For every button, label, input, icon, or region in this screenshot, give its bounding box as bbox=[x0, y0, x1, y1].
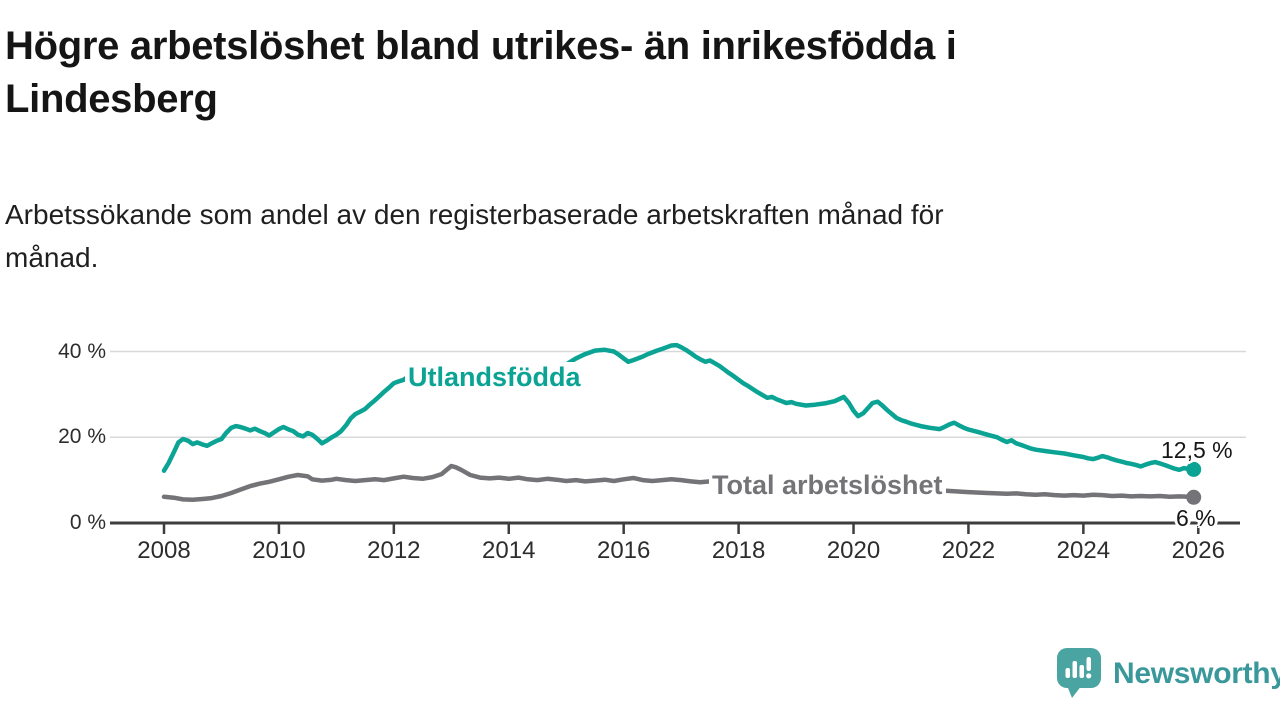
x-tick-label: 2026 bbox=[1171, 537, 1225, 564]
y-tick-label: 0 % bbox=[69, 511, 106, 534]
speech-bubble-bar-chart-icon bbox=[1057, 648, 1101, 698]
series-label-total-arbetsloshet: Total arbetslöshet bbox=[709, 470, 946, 501]
chart-subtitle-line1: Arbetssökande som andel av den registerb… bbox=[5, 199, 944, 230]
y-tick-label: 20 % bbox=[58, 425, 106, 449]
newsworthy-logo: Newsworthy bbox=[1056, 647, 1280, 700]
end-value-label-total: 6 % bbox=[1176, 505, 1216, 531]
y-tick-label: 40 % bbox=[58, 339, 106, 363]
chart-canvas bbox=[110, 342, 1246, 534]
series-line-0 bbox=[161, 342, 1196, 473]
x-tick-label: 2022 bbox=[941, 537, 996, 564]
page-title-line1: Högre arbetslöshet bland utrikes- än inr… bbox=[5, 24, 957, 68]
x-tick-label: 2024 bbox=[1056, 537, 1111, 564]
page-title: Högre arbetslöshet bland utrikes- än inr… bbox=[5, 20, 1235, 126]
x-tick-label: 2018 bbox=[711, 537, 766, 564]
chart-subtitle-line2: månad. bbox=[5, 242, 99, 273]
x-tick-label: 2012 bbox=[367, 537, 421, 564]
x-tick-label: 2010 bbox=[252, 537, 306, 564]
chart-subtitle: Arbetssökande som andel av den registerb… bbox=[5, 193, 1235, 279]
line-chart: 0 % 20 % 40 % 2008 2010 2012 2014 2016 2018 2020… bbox=[0, 315, 1280, 605]
x-tick-label: 2020 bbox=[826, 537, 881, 564]
brand-wordmark: Newsworthy bbox=[1113, 656, 1280, 690]
series-label-utlandsfodda: Utlandsfödda bbox=[405, 362, 584, 393]
end-value-label-utlandsfodda: 12,5 % bbox=[1161, 437, 1233, 463]
series-end-dot-0 bbox=[1186, 461, 1202, 477]
series-line-1 bbox=[161, 463, 1196, 503]
page-title-line2: Lindesberg bbox=[5, 77, 218, 121]
x-tick-label: 2014 bbox=[482, 537, 536, 564]
x-tick-label: 2016 bbox=[596, 537, 651, 564]
x-tick-label: 2008 bbox=[137, 537, 191, 564]
series-end-dot-1 bbox=[1186, 489, 1202, 505]
